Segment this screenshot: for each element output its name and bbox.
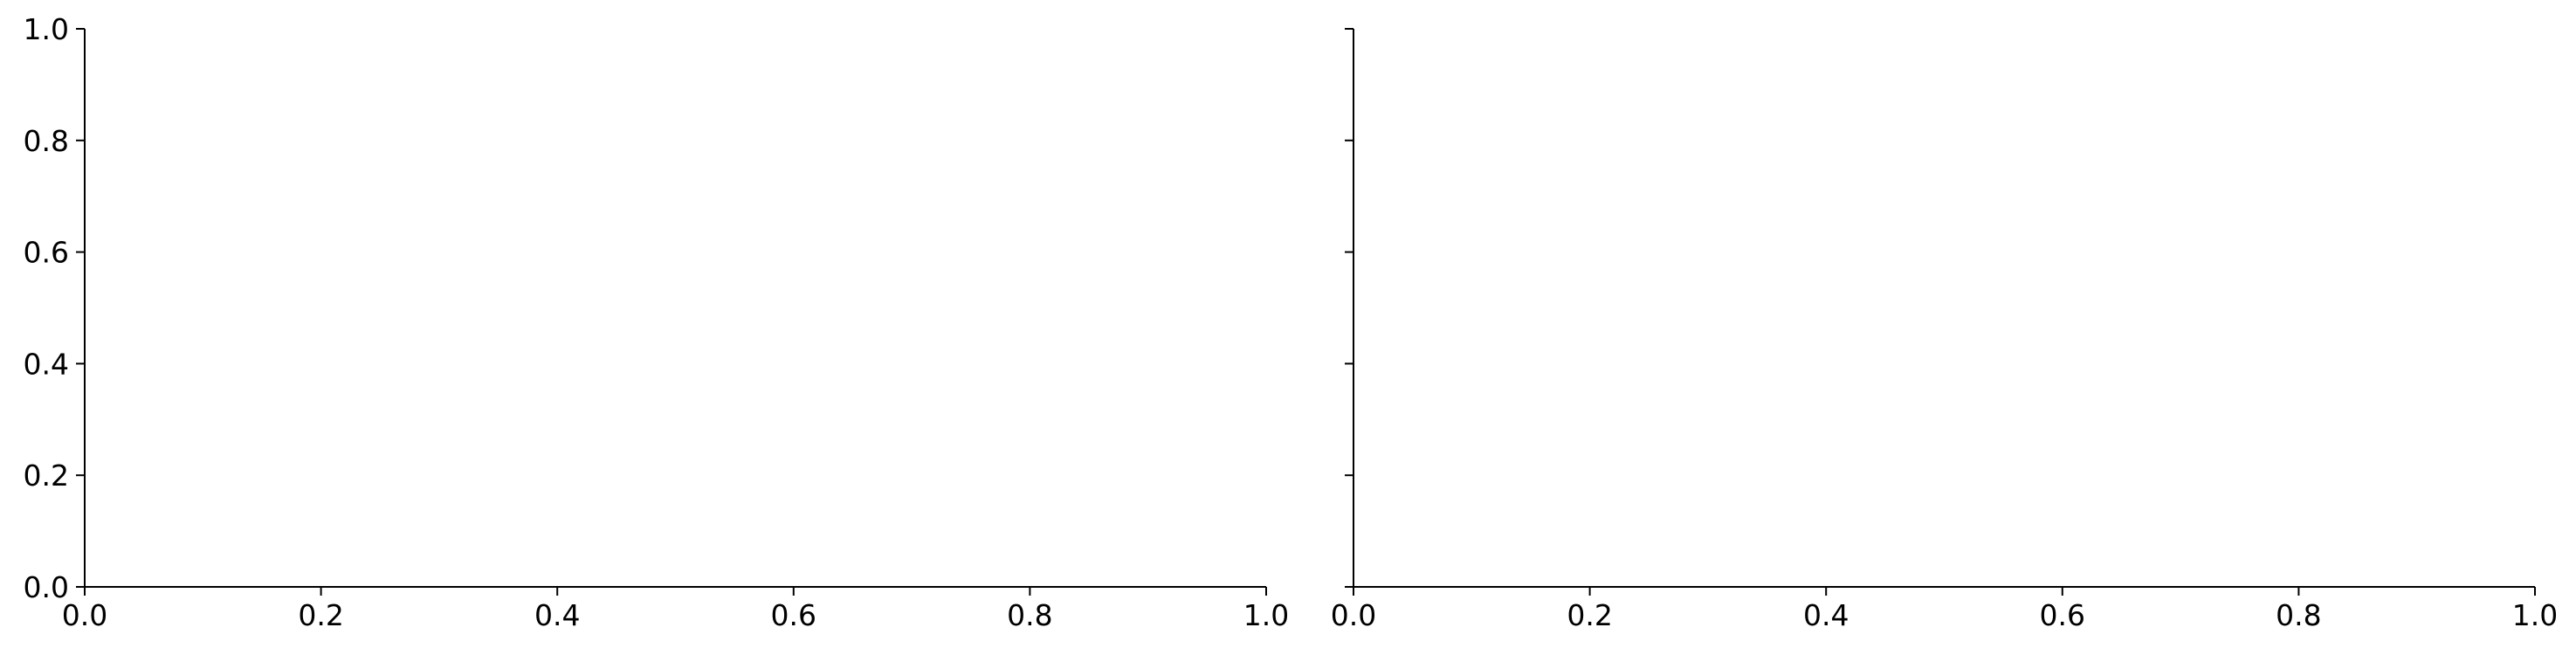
- x-tick-label: 0.2: [1567, 598, 1612, 632]
- y-tick-label: 0.8: [24, 124, 69, 158]
- x-tick-label: 0.8: [2276, 598, 2321, 632]
- right-panel: 0.0 0.2 0.4 0.6 0.8 1.0: [1331, 28, 2558, 632]
- y-tick-label: 0.6: [24, 236, 69, 270]
- x-tick-label: 0.0: [1331, 598, 1376, 632]
- x-tick-label: 1.0: [1243, 598, 1289, 632]
- y-tick-label: 0.4: [24, 347, 69, 381]
- left-panel: 0.0 0.2 0.4 0.6 0.8 1.0 0.0 0.2 0.4 0.6 0.8 1.0: [24, 12, 1290, 632]
- x-tick-label: 0.6: [771, 598, 816, 632]
- x-tick-label: 0.4: [1803, 598, 1849, 632]
- y-tick-label: 0.0: [24, 570, 69, 604]
- y-tick-label: 0.2: [24, 458, 69, 493]
- x-tick-label: 0.2: [298, 598, 343, 632]
- x-tick-label: 0.4: [534, 598, 580, 632]
- y-tick-label: 1.0: [24, 12, 69, 46]
- x-tick-label: 0.6: [2040, 598, 2085, 632]
- x-tick-label: 0.8: [1007, 598, 1052, 632]
- x-tick-label: 0.0: [62, 598, 107, 632]
- x-tick-label: 1.0: [2512, 598, 2558, 632]
